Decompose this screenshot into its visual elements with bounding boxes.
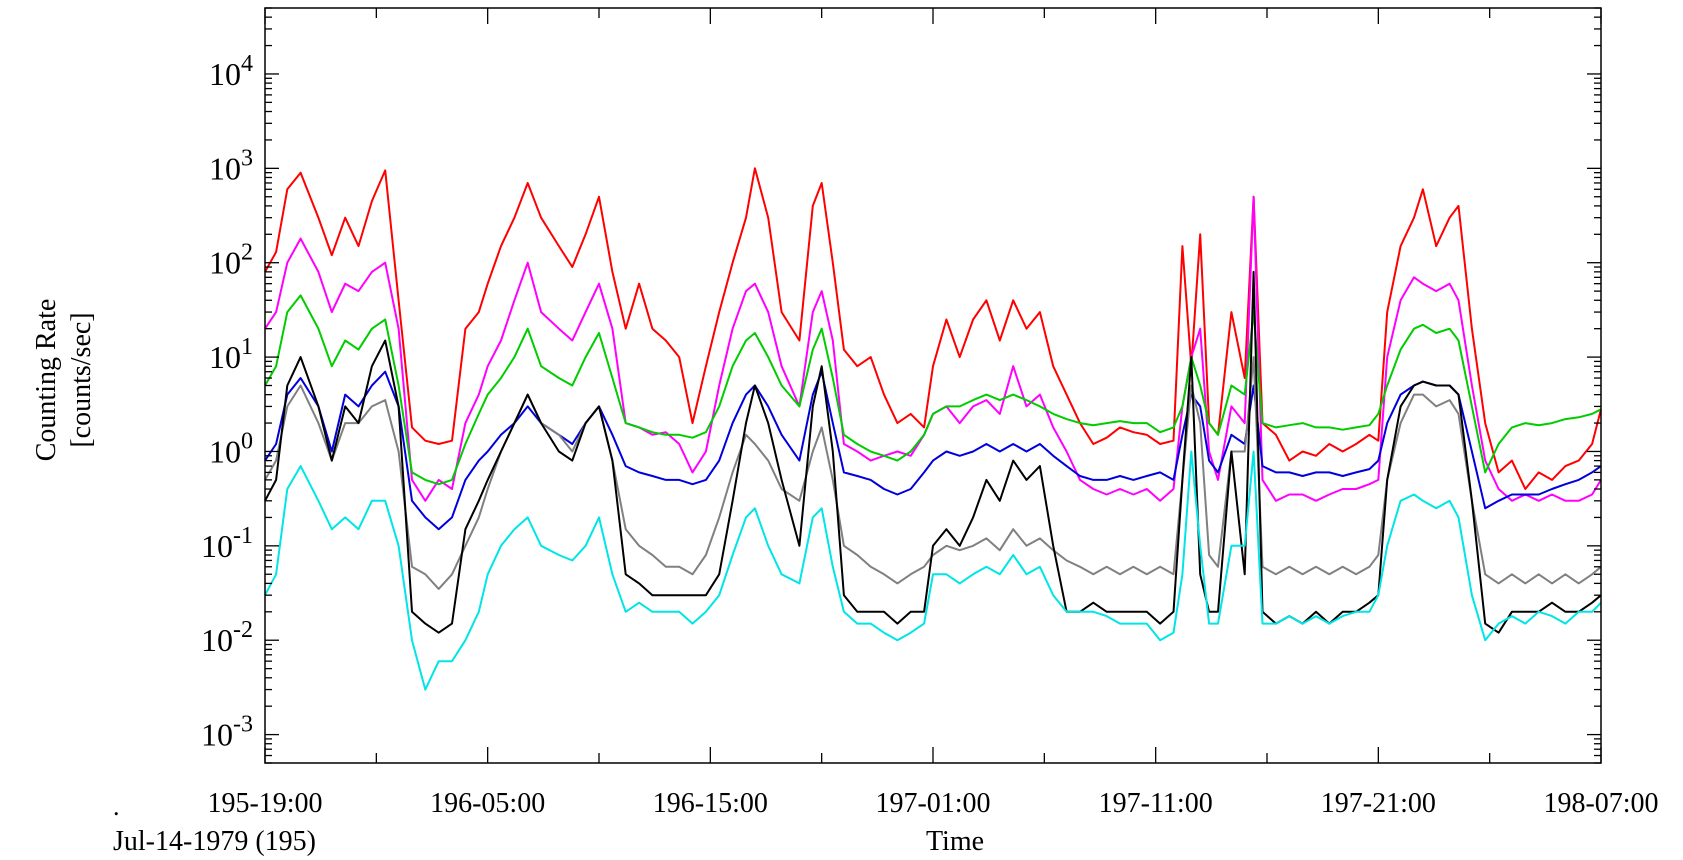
- plot-frame: [264, 7, 1602, 764]
- x-tick-label: 196-05:00: [430, 788, 545, 819]
- y-tick-label: 10-2: [201, 617, 253, 658]
- x-tick-label: 195-19:00: [207, 788, 322, 819]
- series-line-0: [264, 167, 1602, 490]
- y-tick-label: 10-1: [201, 523, 253, 564]
- date-label: Jul-14-1979 (195): [113, 826, 316, 857]
- x-tick-label: 197-21:00: [1321, 788, 1436, 819]
- x-axis-title: Time: [926, 826, 984, 857]
- series-line-3: [264, 370, 1602, 531]
- x-tick-label: 197-11:00: [1099, 788, 1213, 819]
- y-tick-label: 102: [209, 240, 253, 281]
- y-tick-label: 104: [209, 51, 253, 92]
- series-line-5: [264, 270, 1602, 634]
- date-prefix: .: [113, 792, 120, 821]
- series-layer: [264, 167, 1602, 691]
- y-tick-label: 101: [209, 334, 253, 375]
- y-axis-title-line1: Counting Rate: [31, 299, 62, 462]
- series-line-2: [264, 294, 1602, 486]
- x-tick-label: 198-07:00: [1543, 788, 1658, 819]
- y-axis-title-line2: [counts/sec]: [66, 312, 97, 447]
- axis-layer: 10-3 10-2 10-1 100 101 102 103 104 195-19:00 196-…: [201, 7, 1659, 819]
- series-line-1: [264, 195, 1602, 502]
- y-tick-label: 10-3: [201, 712, 253, 753]
- x-tick-label: 196-15:00: [653, 788, 768, 819]
- y-axis-title: Counting Rate [counts/sec]: [31, 299, 97, 462]
- series-line-6: [264, 450, 1602, 691]
- x-tick-label: 197-01:00: [875, 788, 990, 819]
- series-line-4: [264, 356, 1602, 590]
- y-tick-label: 103: [209, 145, 253, 186]
- y-tick-label: 100: [209, 428, 253, 469]
